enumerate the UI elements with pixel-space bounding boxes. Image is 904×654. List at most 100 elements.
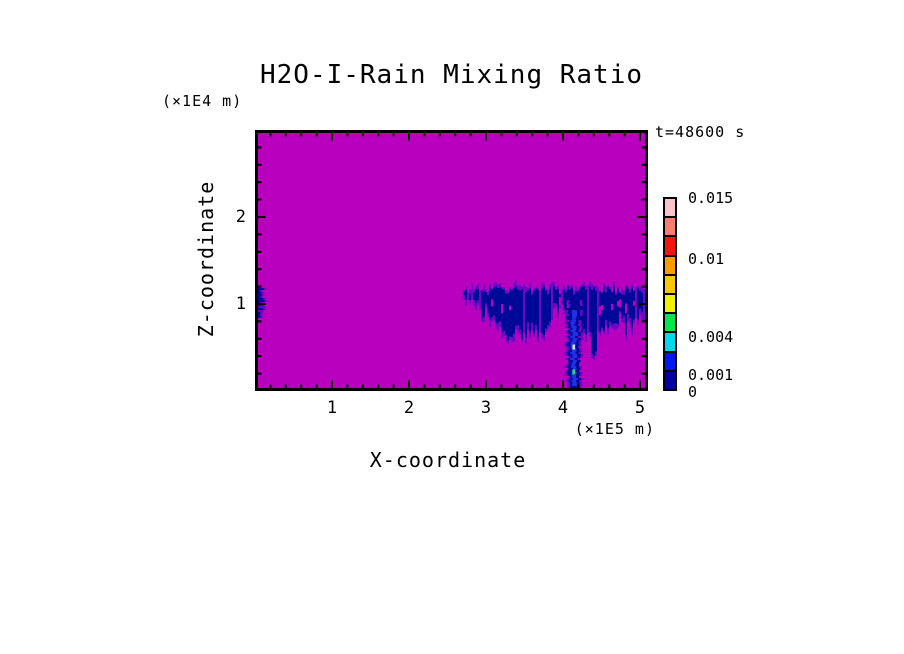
anvil-core: [547, 294, 549, 326]
edge-patch-fringe: [258, 312, 263, 314]
anvil-core: [483, 291, 485, 317]
anvil-core: [553, 286, 555, 304]
anvil-core: [521, 288, 523, 340]
anvil-core: [565, 292, 567, 320]
heatmap-plot-area: [255, 130, 648, 391]
anvil-hole: [491, 299, 493, 307]
anvil-core: [507, 293, 509, 341]
anvil-fringe: [597, 287, 599, 332]
anvil-core: [517, 289, 519, 325]
shaft-inner: [571, 384, 578, 386]
colorbar-label-0.001: 0.001: [688, 366, 734, 385]
anvil-fringe: [587, 284, 589, 333]
shaft-inner: [570, 336, 575, 338]
anvil-core: [627, 288, 629, 314]
anvil-core: [639, 290, 641, 309]
edge-patch-core: [258, 290, 260, 292]
shaft-inner: [570, 322, 576, 324]
shaft-core: [570, 304, 581, 306]
anvil-core: [629, 292, 631, 318]
anvil-hole: [633, 300, 635, 306]
colorbar-label-0.01: 0.01: [688, 250, 725, 269]
anvil-core: [621, 294, 623, 319]
anvil-core: [607, 287, 609, 329]
z-axis-label: Z-coordinate: [194, 180, 218, 338]
anvil-core: [631, 287, 633, 329]
anvil-fringe: [467, 291, 469, 300]
anvil-core: [623, 294, 625, 316]
anvil-hole: [559, 297, 561, 306]
shaft-inner: [572, 334, 579, 336]
edge-patch-core: [258, 300, 265, 302]
shaft-inner: [571, 312, 578, 314]
colorbar-segment-3: [665, 254, 675, 274]
x-tick-label-5: 5: [634, 398, 646, 418]
anvil-fringe: [561, 289, 563, 305]
shaft-inner: [571, 340, 577, 342]
z-tick-label-1: 1: [235, 294, 246, 314]
colorbar-label-0: 0: [688, 382, 698, 401]
anvil-hole: [599, 306, 601, 316]
edge-patch-fringe: [258, 314, 263, 316]
anvil-core: [583, 286, 585, 330]
anvil-core: [555, 289, 557, 304]
chart-title: H2O-I-Rain Mixing Ratio: [259, 60, 644, 90]
anvil-fringe: [635, 286, 637, 318]
shaft-core: [569, 300, 580, 302]
shaft-inner: [571, 364, 576, 366]
anvil-core: [499, 287, 501, 322]
shaft-inner: [572, 354, 578, 356]
shaft-inner: [570, 324, 575, 326]
anvil-fringe: [471, 284, 473, 300]
shaft-core: [570, 306, 581, 308]
anvil-core: [537, 289, 539, 337]
anvil-fringe: [523, 284, 525, 334]
anvil-core: [465, 289, 467, 300]
x-tick-label-1: 1: [326, 398, 338, 418]
shaft-inner: [572, 316, 577, 318]
shaft-inner: [571, 310, 577, 312]
shaft-core: [568, 302, 580, 304]
shaft-inner: [571, 374, 577, 376]
anvil-core: [549, 287, 551, 322]
shaft-speck: [572, 369, 576, 375]
anvil-core: [603, 286, 605, 331]
anvil-core: [489, 287, 491, 321]
colorbar-segment-7: [665, 331, 675, 351]
anvil-core: [473, 292, 475, 300]
shaft-inner: [570, 342, 576, 344]
shaft-inner: [571, 350, 577, 352]
anvil-core: [525, 292, 527, 339]
colorbar-segment-6: [665, 312, 675, 332]
colorbar-segment-1: [665, 216, 675, 236]
edge-patch-core: [258, 298, 264, 300]
anvil-core: [513, 287, 515, 334]
edge-patch-fringe: [258, 306, 266, 308]
anvil-core: [595, 290, 597, 352]
anvil-core: [615, 294, 617, 324]
shaft-core: [569, 308, 580, 310]
anvil-hole: [611, 303, 613, 311]
shaft-inner: [572, 368, 577, 370]
anvil-core: [531, 294, 533, 323]
anvil-core: [485, 292, 487, 304]
anvil-core: [511, 290, 513, 337]
shaft-inner: [570, 330, 576, 332]
anvil-core: [601, 292, 603, 328]
heatmap-canvas: [255, 130, 648, 391]
anvil-core: [533, 290, 535, 334]
anvil-hole: [617, 301, 619, 307]
shaft-inner: [572, 328, 577, 330]
edge-patch-core: [258, 308, 263, 310]
anvil-core: [541, 287, 543, 334]
edge-patch-core: [258, 316, 261, 318]
time-annotation: t=48600 s: [655, 123, 746, 141]
colorbar-segment-2: [665, 235, 675, 255]
shaft-inner: [571, 376, 577, 378]
anvil-fringe: [643, 289, 645, 322]
x-tick-label-2: 2: [403, 398, 415, 418]
anvil-core: [509, 288, 511, 337]
shaft-inner: [571, 362, 576, 364]
z-axis-unit-label: (×1E4 m): [162, 92, 243, 110]
shaft-inner: [570, 320, 576, 322]
